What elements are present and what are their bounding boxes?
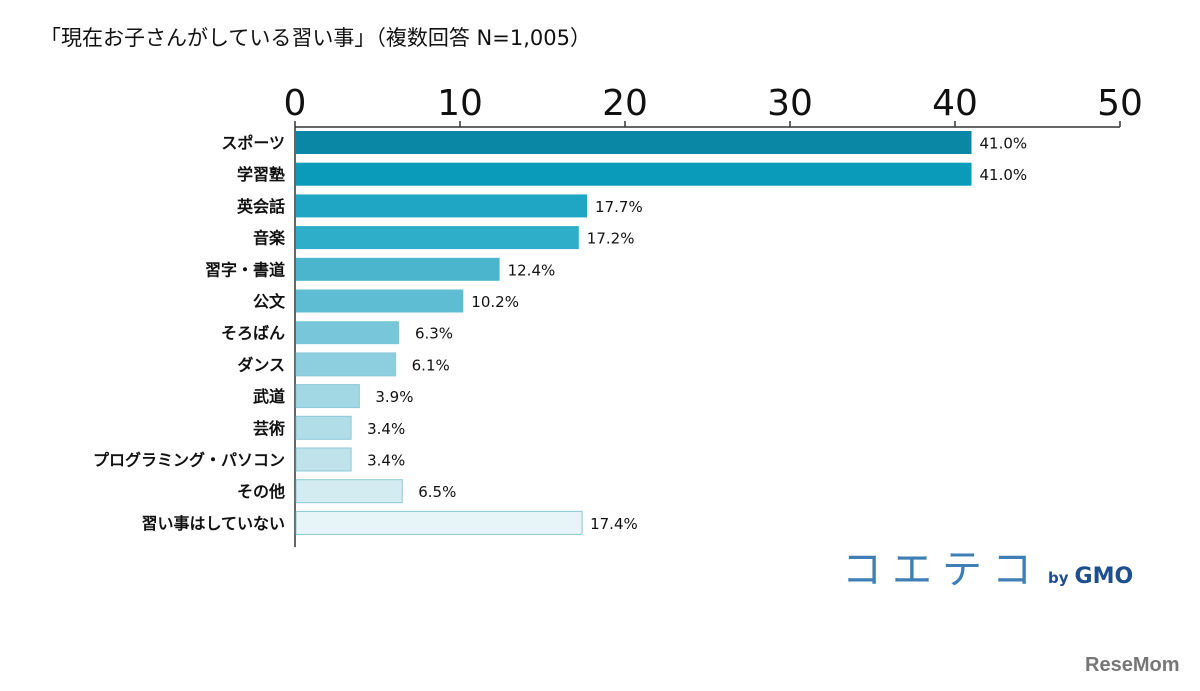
category-label: 武道 <box>253 387 285 406</box>
category-label: プログラミング・パソコン <box>93 451 285 470</box>
resemom-watermark: ReseMom <box>1085 654 1180 676</box>
logo-by: by <box>1048 569 1069 587</box>
bar <box>296 194 588 218</box>
bar <box>295 447 352 472</box>
category-label: 芸術 <box>253 419 285 438</box>
category-label: 習い事はしていない <box>141 514 285 533</box>
data-label: 12.4% <box>508 261 556 279</box>
bar <box>296 289 464 313</box>
data-label: 3.4% <box>367 420 405 438</box>
data-label: 17.2% <box>587 230 635 248</box>
category-label: そろばん <box>221 324 285 343</box>
data-label: 6.1% <box>412 356 450 374</box>
category-label: 学習塾 <box>237 165 285 184</box>
data-label: 17.4% <box>590 515 638 533</box>
data-label: 3.9% <box>375 388 413 406</box>
data-label: 17.7% <box>595 198 643 216</box>
x-tick-label: 40 <box>932 83 978 124</box>
data-label: 41.0% <box>980 166 1028 184</box>
bar <box>295 384 360 409</box>
bar <box>296 321 399 345</box>
category-label: 習字・書道 <box>205 260 285 279</box>
category-label: 公文 <box>253 292 286 311</box>
category-label: スポーツ <box>221 134 285 153</box>
bar <box>296 162 972 186</box>
logo-gmo: GMO <box>1074 564 1134 589</box>
x-tick-label: 20 <box>602 83 648 124</box>
koeteco-logo: コエテコ by GMO <box>842 550 1133 590</box>
category-label: ダンス <box>237 355 285 374</box>
category-label: その他 <box>237 482 285 501</box>
x-tick-label: 10 <box>437 83 483 124</box>
x-tick-label: 30 <box>767 83 813 124</box>
bar <box>296 226 579 250</box>
data-label: 10.2% <box>471 293 519 311</box>
chart-title: 「現在お子さんがしている習い事」（複数回答 N=1,005） <box>40 26 591 50</box>
x-tick-label: 0 <box>284 83 307 124</box>
bar <box>296 131 972 154</box>
data-label: 6.3% <box>415 325 453 343</box>
x-tick-label: 50 <box>1097 83 1143 124</box>
data-label: 6.5% <box>418 483 456 501</box>
bar <box>295 510 583 535</box>
bar <box>295 479 403 504</box>
logo-main: コエテコ <box>842 547 1042 593</box>
category-label: 音楽 <box>253 229 286 248</box>
category-label: 英会話 <box>236 197 285 216</box>
data-label: 41.0% <box>980 135 1028 153</box>
bar <box>296 257 500 281</box>
data-label: 3.4% <box>367 452 405 470</box>
bar <box>295 415 352 440</box>
bar <box>295 352 397 377</box>
